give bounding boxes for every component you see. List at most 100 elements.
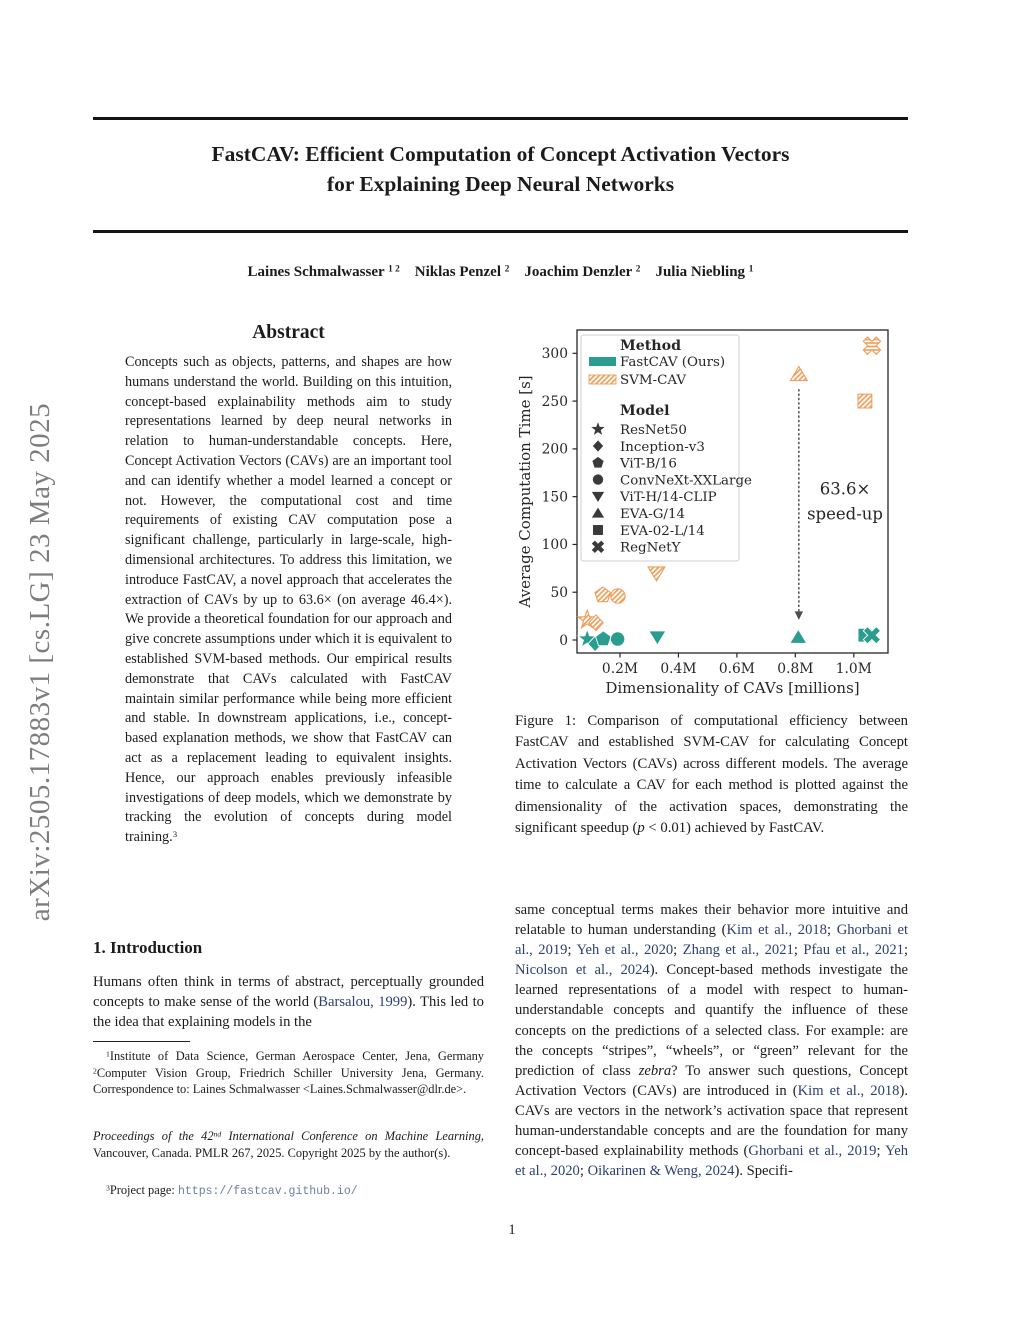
- title-rule-top: [93, 117, 908, 120]
- page-number: 1: [508, 1222, 516, 1238]
- text-segment: ;: [567, 942, 577, 959]
- arxiv-watermark: arXiv:2505.17883v1 [cs.LG] 23 May 2025: [24, 402, 56, 922]
- svg-text:0.4M: 0.4M: [660, 661, 696, 677]
- text-segment: International Conference on Machine Lear…: [221, 1129, 481, 1143]
- paper-title: FastCAV: Efficient Computation of Concep…: [93, 139, 908, 199]
- text-segment: p: [637, 820, 645, 837]
- text-segment: Proceedings of the 42: [93, 1129, 214, 1143]
- citation-link[interactable]: Ghorbani et al., 2019: [748, 1143, 877, 1160]
- EVA-G/14-point: [789, 365, 809, 382]
- svg-text:250: 250: [542, 394, 568, 410]
- text-segment: zebra: [638, 1062, 672, 1079]
- series-fastcav: [576, 625, 882, 653]
- svg-text:EVA-G/14: EVA-G/14: [620, 507, 685, 522]
- text-segment: ;: [579, 1163, 588, 1180]
- authors-line: Laines Schmalwasser 1 2 Niklas Penzel 2 …: [93, 264, 908, 281]
- abstract-heading: Abstract: [252, 322, 325, 343]
- ViT-H/14-CLIP-point: [647, 566, 666, 582]
- url-link[interactable]: https://fastcav.github.io/: [177, 1185, 358, 1198]
- text-segment: Computer Vision Group, Friedrich Schille…: [93, 1065, 484, 1097]
- svg-text:SVM-CAV: SVM-CAV: [620, 373, 686, 388]
- ViT-B/16-point: [594, 630, 612, 647]
- paper-title-line1: FastCAV: Efficient Computation of Concep…: [211, 142, 790, 166]
- text-segment: Humans often think in terms of abstract,…: [93, 974, 484, 1010]
- svg-text:ConvNeXt-XXLarge: ConvNeXt-XXLarge: [620, 473, 752, 488]
- text-segment: ). Specifi-: [734, 1163, 793, 1180]
- text-segment: 2: [635, 264, 641, 275]
- ConvNeXt-XXLarge-point: [610, 588, 626, 604]
- citation-link[interactable]: Yeh et al., 2020: [576, 942, 674, 959]
- Inception-v3-legend-marker: [592, 440, 604, 452]
- text-segment: 3: [172, 828, 178, 839]
- citation-link[interactable]: Kim et al., 2018: [797, 1082, 900, 1099]
- svg-text:ViT-B/16: ViT-B/16: [619, 457, 677, 472]
- text-segment: ;: [903, 942, 909, 959]
- text-segment: Joachim Denzler: [524, 264, 636, 280]
- text-segment: Figure 1: Comparison of computational ef…: [515, 713, 908, 837]
- intro-paragraph: Humans often think in terms of abstract,…: [93, 972, 484, 1032]
- svg-text:EVA-02-L/14: EVA-02-L/14: [620, 524, 705, 539]
- svg-text:Method: Method: [620, 338, 681, 354]
- EVA-02-L/14-legend-marker: [593, 525, 603, 535]
- left-column: Abstract Concepts such as objects, patte…: [93, 322, 484, 1217]
- RegNetY-legend-marker: [591, 540, 605, 554]
- text-segment: ). Concept-based methods investigate the…: [515, 962, 908, 1079]
- text-segment: 3: [106, 1183, 110, 1193]
- section-heading-introduction: 1. Introduction: [93, 938, 203, 957]
- footnote-divider: [93, 1041, 190, 1043]
- citation-link[interactable]: Kim et al., 2018: [726, 922, 827, 939]
- svg-text:63.6×: 63.6×: [820, 480, 871, 499]
- citation-link[interactable]: Yeh et al., 2020: [515, 1143, 908, 1180]
- citation-link[interactable]: Barsalou, 1999: [318, 994, 408, 1010]
- svg-text:0.8M: 0.8M: [777, 661, 813, 677]
- text-segment: [640, 264, 655, 280]
- RegNetY-point: [862, 336, 882, 356]
- text-segment: same conceptual terms makes their behavi…: [515, 902, 908, 939]
- figure1-caption: Figure 1: Comparison of computational ef…: [515, 711, 908, 839]
- text-segment: < 0.01) achieved by FastCAV.: [644, 820, 825, 837]
- abstract-text: Concepts such as objects, patterns, and …: [125, 353, 452, 848]
- ViT-B/16-legend-marker: [592, 456, 604, 468]
- text-segment: Project page:: [109, 1183, 178, 1197]
- ViT-H/14-CLIP-point: [648, 630, 667, 646]
- text-segment: 1: [106, 1049, 110, 1059]
- citation-link[interactable]: Ghorbani et al., 2019: [515, 922, 908, 959]
- body-paragraph-right: same conceptual terms makes their behavi…: [515, 900, 908, 1181]
- speedup-annotation: 63.6× speed-up: [794, 388, 883, 620]
- Inception-v3-point: [588, 614, 604, 632]
- paper-title-line2: for Explaining Deep Neural Networks: [326, 172, 675, 196]
- text-segment: Julia Niebling: [655, 264, 749, 280]
- footnote-affiliations: 1Institute of Data Science, German Aeros…: [93, 1048, 484, 1098]
- text-segment: nd: [213, 1129, 222, 1139]
- text-segment: , Vancouver, Canada. PMLR 267, 2025. Cop…: [93, 1129, 484, 1160]
- svg-text:Average Computation Time [s]: Average Computation Time [s]: [516, 375, 534, 608]
- svg-text:ResNet50: ResNet50: [620, 423, 687, 438]
- ResNet50-legend-marker: [591, 422, 605, 435]
- title-rule-bottom: [93, 230, 908, 233]
- ConvNeXt-XXLarge-legend-marker: [592, 474, 604, 485]
- text-segment: Institute of Data Science, German Aerosp…: [109, 1049, 484, 1063]
- text-segment: ). This led to the idea that explaining …: [93, 994, 484, 1030]
- chart-axes: 0.2M 0.4M 0.6M 0.8M 1.0M 0 50 100 150 200 250 300 Di…: [516, 329, 889, 697]
- citation-link[interactable]: Oikarinen & Weng, 2024: [587, 1163, 735, 1180]
- series-svm-cav: [576, 336, 882, 632]
- citation-link[interactable]: Nicolson et al., 2024: [515, 962, 650, 979]
- right-column: 0.2M 0.4M 0.6M 0.8M 1.0M 0 50 100 150 200 250 300 Di…: [515, 322, 908, 1217]
- text-segment: ;: [793, 942, 804, 959]
- text-segment: Concepts such as objects, patterns, and …: [125, 354, 452, 846]
- svg-text:100: 100: [542, 537, 568, 553]
- svg-text:speed-up: speed-up: [807, 505, 883, 524]
- svg-text:0.6M: 0.6M: [719, 661, 755, 677]
- text-segment: 1: [748, 264, 754, 275]
- svg-text:300: 300: [542, 346, 568, 362]
- svg-text:FastCAV (Ours): FastCAV (Ours): [620, 355, 725, 370]
- svg-text:Model: Model: [620, 403, 670, 419]
- svg-text:200: 200: [542, 442, 568, 458]
- svg-text:ViT-H/14-CLIP: ViT-H/14-CLIP: [619, 490, 717, 505]
- text-segment: 2: [504, 264, 510, 275]
- text-segment: [400, 264, 415, 280]
- citation-link[interactable]: Zhang et al., 2021: [682, 942, 794, 959]
- citation-link[interactable]: Pfau et al., 2021: [803, 942, 904, 959]
- svg-text:150: 150: [542, 489, 568, 505]
- text-segment: 2: [93, 1065, 97, 1075]
